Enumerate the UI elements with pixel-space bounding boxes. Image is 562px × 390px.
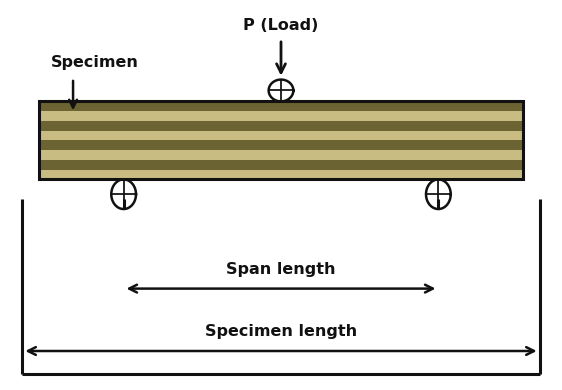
Bar	[39, 131, 523, 140]
Bar	[39, 150, 523, 160]
Bar	[39, 121, 523, 131]
Bar	[39, 160, 523, 170]
Text: P (Load): P (Load)	[243, 18, 319, 33]
Bar	[39, 111, 523, 121]
Bar	[39, 170, 523, 179]
Bar	[39, 140, 523, 150]
Bar	[39, 101, 523, 179]
Bar	[39, 101, 523, 111]
Text: Span length: Span length	[226, 262, 336, 277]
Text: Specimen length: Specimen length	[205, 324, 357, 339]
Text: Specimen: Specimen	[51, 55, 138, 70]
